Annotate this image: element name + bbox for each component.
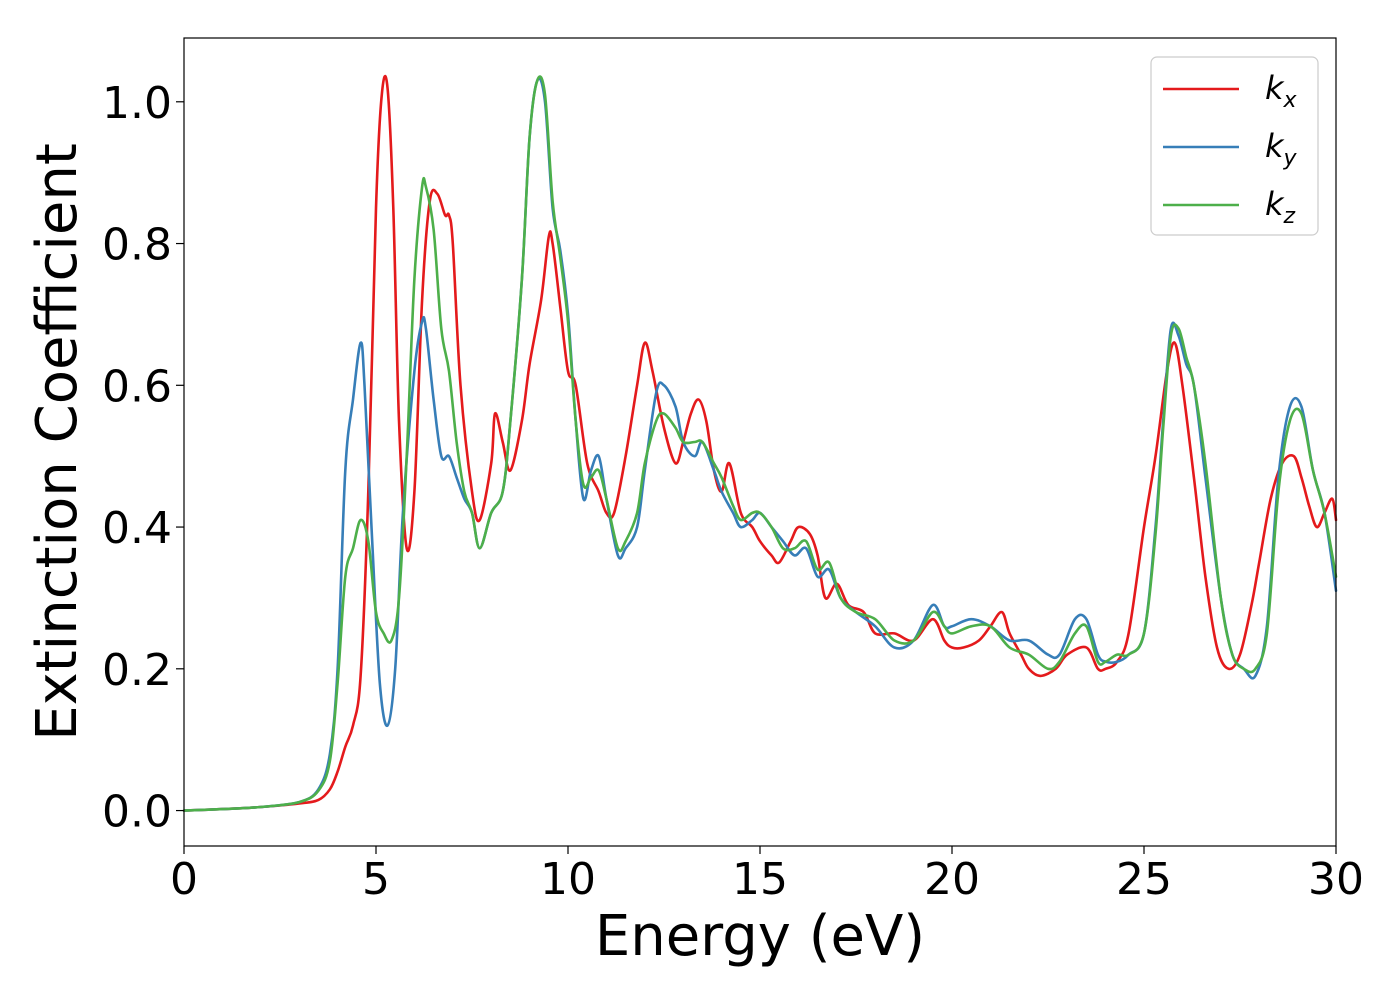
x-tick-label: 5: [362, 854, 390, 905]
x-tick-label: 30: [1308, 854, 1364, 905]
y-tick-label: 0.6: [102, 361, 172, 412]
series-lines: [182, 74, 1338, 812]
y-tick-label: 0.2: [102, 645, 172, 696]
x-tick-label: 20: [924, 854, 980, 905]
y-tick-label: 0.8: [102, 220, 172, 271]
legend: kx ky kz: [1150, 56, 1319, 236]
y-tick-label: 0.4: [102, 503, 172, 554]
x-axis-ticks: 0 5 10 15 20 25 30: [170, 846, 1364, 905]
y-tick-label: 0.0: [102, 787, 172, 838]
y-tick-label: 1.0: [102, 78, 172, 129]
y-axis-ticks: 0.0 0.2 0.4 0.6 0.8 1.0: [102, 78, 184, 838]
x-tick-label: 15: [732, 854, 788, 905]
x-axis-title: Energy (eV): [595, 904, 925, 969]
series-line-kz: [182, 75, 1338, 812]
x-tick-label: 10: [540, 854, 596, 905]
x-tick-label: 0: [170, 854, 198, 905]
legend-label-kx: kx: [1265, 69, 1298, 113]
legend-label-ky: ky: [1265, 127, 1298, 171]
y-axis-title: Extinction Coefficient: [25, 143, 90, 741]
legend-label-kz: kz: [1265, 185, 1296, 229]
x-tick-label: 25: [1116, 854, 1172, 905]
